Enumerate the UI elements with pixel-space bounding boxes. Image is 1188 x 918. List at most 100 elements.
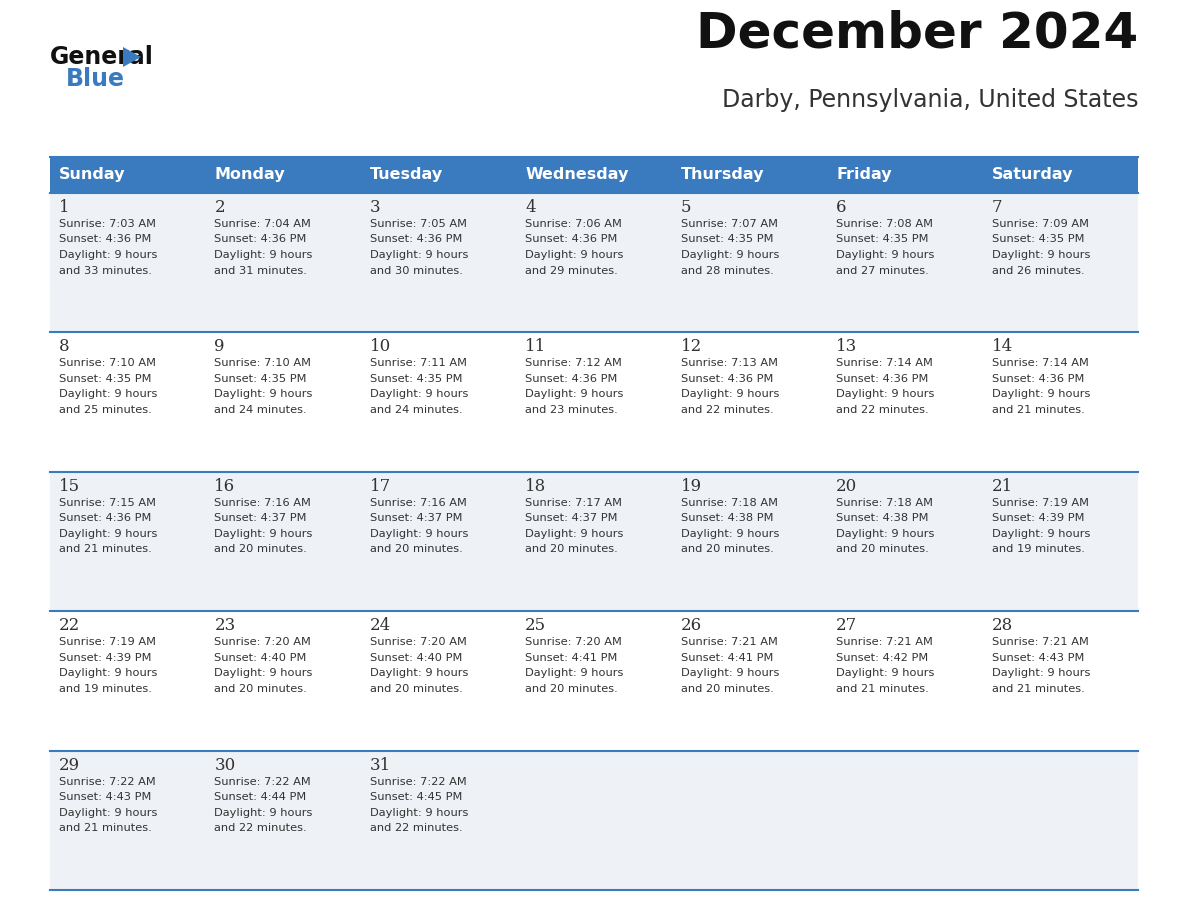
Text: and 21 minutes.: and 21 minutes. bbox=[836, 684, 929, 694]
Text: 9: 9 bbox=[214, 339, 225, 355]
Text: Sunset: 4:35 PM: Sunset: 4:35 PM bbox=[59, 374, 152, 384]
Text: 23: 23 bbox=[214, 617, 235, 634]
Text: Daylight: 9 hours: Daylight: 9 hours bbox=[369, 808, 468, 818]
Text: 12: 12 bbox=[681, 339, 702, 355]
Text: Sunset: 4:41 PM: Sunset: 4:41 PM bbox=[525, 653, 618, 663]
Text: Sunset: 4:40 PM: Sunset: 4:40 PM bbox=[369, 653, 462, 663]
Text: 25: 25 bbox=[525, 617, 546, 634]
Text: 2: 2 bbox=[214, 199, 225, 216]
Text: and 24 minutes.: and 24 minutes. bbox=[214, 405, 307, 415]
Text: Daylight: 9 hours: Daylight: 9 hours bbox=[836, 389, 935, 399]
Text: and 19 minutes.: and 19 minutes. bbox=[59, 684, 152, 694]
Text: Sunrise: 7:07 AM: Sunrise: 7:07 AM bbox=[681, 219, 778, 229]
Bar bbox=[50, 157, 206, 193]
Text: 15: 15 bbox=[59, 477, 80, 495]
Text: and 29 minutes.: and 29 minutes. bbox=[525, 265, 618, 275]
Text: Sunset: 4:36 PM: Sunset: 4:36 PM bbox=[525, 374, 618, 384]
Text: and 21 minutes.: and 21 minutes. bbox=[59, 544, 152, 554]
Polygon shape bbox=[124, 47, 141, 67]
Text: Sunrise: 7:05 AM: Sunrise: 7:05 AM bbox=[369, 219, 467, 229]
Text: 11: 11 bbox=[525, 339, 546, 355]
Text: and 20 minutes.: and 20 minutes. bbox=[369, 544, 462, 554]
Text: Sunrise: 7:06 AM: Sunrise: 7:06 AM bbox=[525, 219, 623, 229]
Bar bbox=[50, 332, 1138, 472]
Text: 30: 30 bbox=[214, 756, 235, 774]
Text: Sunrise: 7:11 AM: Sunrise: 7:11 AM bbox=[369, 358, 467, 368]
Text: Sunset: 4:43 PM: Sunset: 4:43 PM bbox=[59, 792, 151, 802]
Text: 3: 3 bbox=[369, 199, 380, 216]
Text: Sunrise: 7:14 AM: Sunrise: 7:14 AM bbox=[836, 358, 933, 368]
Text: and 20 minutes.: and 20 minutes. bbox=[681, 544, 773, 554]
Text: Daylight: 9 hours: Daylight: 9 hours bbox=[59, 250, 157, 260]
Text: Sunrise: 7:16 AM: Sunrise: 7:16 AM bbox=[369, 498, 467, 508]
Text: Sunrise: 7:15 AM: Sunrise: 7:15 AM bbox=[59, 498, 156, 508]
Text: and 28 minutes.: and 28 minutes. bbox=[681, 265, 773, 275]
Text: Daylight: 9 hours: Daylight: 9 hours bbox=[681, 668, 779, 678]
Text: and 25 minutes.: and 25 minutes. bbox=[59, 405, 152, 415]
Text: Wednesday: Wednesday bbox=[525, 167, 628, 183]
Text: Darby, Pennsylvania, United States: Darby, Pennsylvania, United States bbox=[721, 88, 1138, 112]
Text: Sunset: 4:43 PM: Sunset: 4:43 PM bbox=[992, 653, 1083, 663]
Text: Sunset: 4:40 PM: Sunset: 4:40 PM bbox=[214, 653, 307, 663]
Text: Sunset: 4:45 PM: Sunset: 4:45 PM bbox=[369, 792, 462, 802]
Text: 22: 22 bbox=[59, 617, 81, 634]
Text: Sunrise: 7:17 AM: Sunrise: 7:17 AM bbox=[525, 498, 623, 508]
Text: 6: 6 bbox=[836, 199, 847, 216]
Text: Daylight: 9 hours: Daylight: 9 hours bbox=[525, 529, 624, 539]
Text: Daylight: 9 hours: Daylight: 9 hours bbox=[992, 529, 1089, 539]
Text: Sunrise: 7:14 AM: Sunrise: 7:14 AM bbox=[992, 358, 1088, 368]
Text: Sunrise: 7:18 AM: Sunrise: 7:18 AM bbox=[836, 498, 933, 508]
Text: Daylight: 9 hours: Daylight: 9 hours bbox=[59, 668, 157, 678]
Text: Sunrise: 7:12 AM: Sunrise: 7:12 AM bbox=[525, 358, 623, 368]
Text: Sunset: 4:36 PM: Sunset: 4:36 PM bbox=[836, 374, 929, 384]
Text: Sunrise: 7:04 AM: Sunrise: 7:04 AM bbox=[214, 219, 311, 229]
Text: Daylight: 9 hours: Daylight: 9 hours bbox=[992, 250, 1089, 260]
Text: Daylight: 9 hours: Daylight: 9 hours bbox=[59, 389, 157, 399]
Text: Sunset: 4:37 PM: Sunset: 4:37 PM bbox=[369, 513, 462, 523]
Text: 24: 24 bbox=[369, 617, 391, 634]
Text: Daylight: 9 hours: Daylight: 9 hours bbox=[214, 250, 312, 260]
Text: and 20 minutes.: and 20 minutes. bbox=[681, 684, 773, 694]
Text: Sunset: 4:36 PM: Sunset: 4:36 PM bbox=[681, 374, 773, 384]
Bar bbox=[206, 157, 361, 193]
Bar bbox=[361, 157, 517, 193]
Bar bbox=[671, 157, 827, 193]
Bar bbox=[50, 472, 1138, 611]
Text: Sunrise: 7:20 AM: Sunrise: 7:20 AM bbox=[525, 637, 623, 647]
Text: Daylight: 9 hours: Daylight: 9 hours bbox=[214, 389, 312, 399]
Text: General: General bbox=[50, 45, 154, 69]
Text: Sunset: 4:39 PM: Sunset: 4:39 PM bbox=[992, 513, 1085, 523]
Text: Sunset: 4:35 PM: Sunset: 4:35 PM bbox=[836, 234, 929, 244]
Text: Daylight: 9 hours: Daylight: 9 hours bbox=[59, 529, 157, 539]
Bar bbox=[517, 157, 671, 193]
Text: 27: 27 bbox=[836, 617, 858, 634]
Text: Daylight: 9 hours: Daylight: 9 hours bbox=[836, 668, 935, 678]
Text: and 20 minutes.: and 20 minutes. bbox=[214, 684, 308, 694]
Text: Daylight: 9 hours: Daylight: 9 hours bbox=[525, 668, 624, 678]
Text: 5: 5 bbox=[681, 199, 691, 216]
Text: Sunrise: 7:18 AM: Sunrise: 7:18 AM bbox=[681, 498, 778, 508]
Text: Daylight: 9 hours: Daylight: 9 hours bbox=[369, 250, 468, 260]
Text: Sunset: 4:37 PM: Sunset: 4:37 PM bbox=[525, 513, 618, 523]
Text: Sunrise: 7:13 AM: Sunrise: 7:13 AM bbox=[681, 358, 778, 368]
Text: 20: 20 bbox=[836, 477, 858, 495]
Text: Sunset: 4:37 PM: Sunset: 4:37 PM bbox=[214, 513, 307, 523]
Text: Sunrise: 7:10 AM: Sunrise: 7:10 AM bbox=[214, 358, 311, 368]
Text: Sunset: 4:39 PM: Sunset: 4:39 PM bbox=[59, 653, 152, 663]
Text: and 20 minutes.: and 20 minutes. bbox=[525, 684, 618, 694]
Text: Daylight: 9 hours: Daylight: 9 hours bbox=[681, 250, 779, 260]
Text: and 22 minutes.: and 22 minutes. bbox=[369, 823, 462, 834]
Text: and 21 minutes.: and 21 minutes. bbox=[59, 823, 152, 834]
Text: Sunrise: 7:20 AM: Sunrise: 7:20 AM bbox=[369, 637, 467, 647]
Text: 7: 7 bbox=[992, 199, 1003, 216]
Text: and 23 minutes.: and 23 minutes. bbox=[525, 405, 618, 415]
Text: Sunrise: 7:22 AM: Sunrise: 7:22 AM bbox=[214, 777, 311, 787]
Text: Sunset: 4:38 PM: Sunset: 4:38 PM bbox=[836, 513, 929, 523]
Text: Daylight: 9 hours: Daylight: 9 hours bbox=[59, 808, 157, 818]
Text: Daylight: 9 hours: Daylight: 9 hours bbox=[836, 529, 935, 539]
Text: December 2024: December 2024 bbox=[696, 10, 1138, 58]
Text: and 33 minutes.: and 33 minutes. bbox=[59, 265, 152, 275]
Text: and 21 minutes.: and 21 minutes. bbox=[992, 405, 1085, 415]
Text: Sunday: Sunday bbox=[59, 167, 126, 183]
Text: Sunset: 4:36 PM: Sunset: 4:36 PM bbox=[59, 234, 151, 244]
